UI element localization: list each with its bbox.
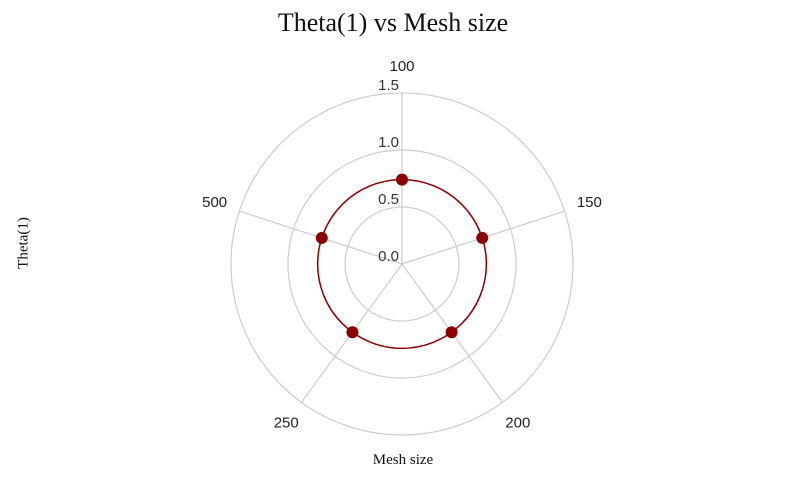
grid-layer xyxy=(230,92,574,436)
data-point xyxy=(396,173,408,186)
x-axis-label: Mesh size xyxy=(372,452,434,468)
category-label: 200 xyxy=(505,414,530,431)
label-layer: 0.0 0.5 1.0 1.5 100 150 200 250 500 xyxy=(202,58,602,431)
data-point xyxy=(476,231,489,244)
category-label: 500 xyxy=(202,194,227,211)
category-label: 150 xyxy=(577,194,602,211)
data-point xyxy=(346,326,359,339)
data-point xyxy=(315,231,328,244)
category-label: 250 xyxy=(274,414,299,431)
radial-tick-label: 1.0 xyxy=(378,134,399,151)
data-point xyxy=(445,326,458,339)
radial-tick-label: 0.5 xyxy=(378,191,399,208)
category-label: 100 xyxy=(389,58,414,75)
chart-title: Theta(1) vs Mesh size xyxy=(277,8,509,37)
y-axis-label: Theta(1) xyxy=(15,217,32,269)
series-layer xyxy=(315,173,489,350)
radial-tick-label: 1.5 xyxy=(378,77,399,94)
radial-tick-label: 0.0 xyxy=(378,248,399,265)
